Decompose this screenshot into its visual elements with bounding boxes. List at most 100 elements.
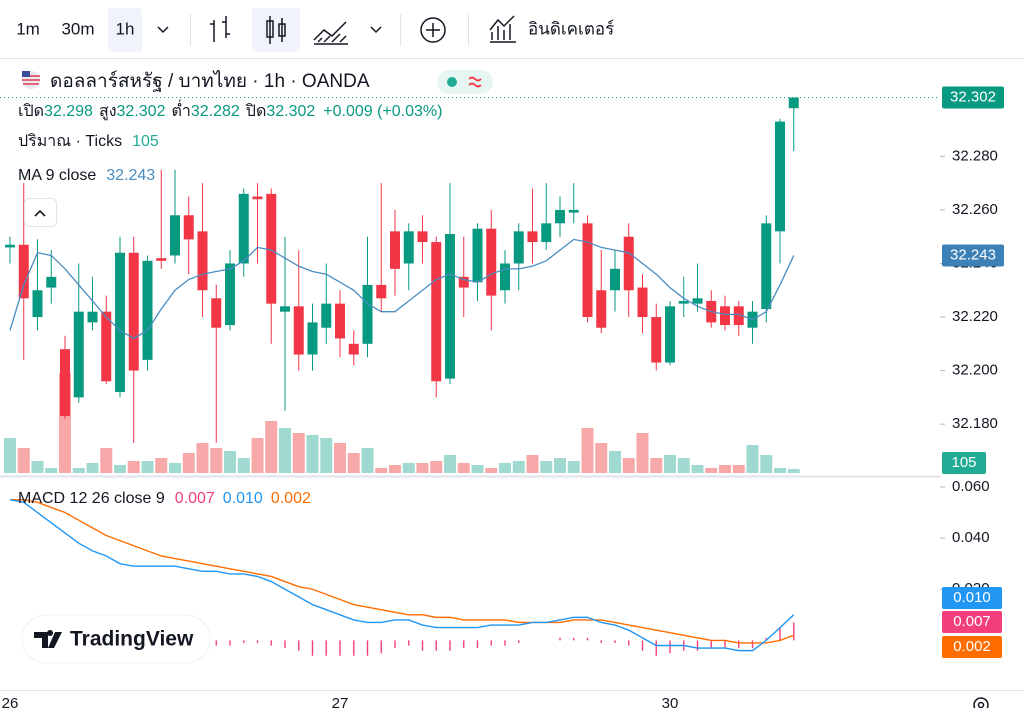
candle-body bbox=[362, 284, 373, 344]
volume-bar bbox=[141, 461, 154, 473]
watermark-bg bbox=[21, 614, 211, 664]
volume-bar bbox=[485, 468, 498, 473]
candle-body bbox=[637, 287, 648, 318]
volume-bar bbox=[224, 451, 236, 473]
volume-bar bbox=[210, 448, 223, 473]
ohlc-label: ต่ำ bbox=[171, 99, 190, 120]
volume-bar bbox=[389, 465, 401, 473]
ma-value: 32.243 bbox=[106, 167, 155, 184]
y-tick-label: 0.060 bbox=[952, 478, 990, 495]
indicators-icon[interactable] bbox=[489, 15, 516, 43]
candle-body bbox=[623, 236, 634, 291]
volume-bar bbox=[457, 463, 470, 473]
volume-bar bbox=[760, 455, 773, 473]
candle-body bbox=[596, 290, 607, 328]
signal-tag-bg bbox=[942, 636, 1002, 658]
volume-bar bbox=[279, 428, 291, 473]
y-tick-label: 0.040 bbox=[952, 529, 990, 546]
interval-button[interactable]: 30m bbox=[61, 19, 94, 38]
candle-body bbox=[101, 311, 112, 382]
interval-dropdown[interactable] bbox=[157, 26, 169, 34]
style-dropdown[interactable] bbox=[370, 26, 382, 34]
candle-body bbox=[128, 252, 139, 371]
candle-body bbox=[788, 97, 799, 109]
volume-bar bbox=[251, 438, 264, 473]
candle-body bbox=[761, 223, 772, 309]
candle-body bbox=[87, 311, 98, 323]
ohlc-label: เปิด bbox=[18, 103, 44, 120]
volume-bar bbox=[182, 453, 195, 473]
candle-body bbox=[678, 300, 689, 304]
signal-tag: 0.002 bbox=[953, 638, 991, 655]
candle-body bbox=[527, 231, 538, 243]
watermark-logo bbox=[34, 630, 62, 648]
volume-tag-bg bbox=[942, 452, 986, 474]
candle-body bbox=[197, 231, 208, 291]
volume-label: ปริมาณ · Ticks bbox=[18, 133, 122, 150]
candle-body bbox=[5, 244, 15, 248]
candle-body bbox=[486, 228, 497, 296]
candle-body bbox=[582, 223, 593, 318]
collapse-button[interactable] bbox=[24, 198, 57, 227]
interval-button[interactable]: 1m bbox=[16, 19, 40, 38]
volume-bar bbox=[375, 468, 388, 473]
macd-signal-value: 0.002 bbox=[271, 490, 311, 507]
indicators-button[interactable]: อินดิเคเตอร์ bbox=[528, 19, 614, 38]
ohlc-label: สูง bbox=[99, 103, 117, 121]
volume-bar bbox=[609, 451, 621, 473]
price-axis: 32.18032.20032.22032.24032.26032.2800.02… bbox=[2, 86, 1004, 708]
candle-body bbox=[307, 322, 318, 355]
candle-body bbox=[348, 343, 359, 355]
y-tick-label: 32.180 bbox=[952, 415, 998, 432]
volume-bar bbox=[636, 433, 649, 473]
volume-bar bbox=[774, 468, 786, 473]
volume-bar bbox=[306, 435, 319, 473]
macd-legend: MACD 12 26 close 9 0.007 0.010 0.002 bbox=[18, 490, 311, 507]
volume-bar bbox=[787, 468, 800, 473]
ohlc-legend: เปิด32.298 สูง32.302 ต่ำ32.282 ปิด32.302 +0.… bbox=[18, 99, 442, 121]
macd-value: 0.010 bbox=[223, 490, 263, 507]
status-badge bbox=[437, 70, 493, 94]
ma-legend: MA 9 close 32.243 bbox=[18, 167, 155, 184]
candle-body bbox=[376, 284, 387, 299]
y-tick-label: 32.200 bbox=[952, 362, 998, 379]
candle-style-bg bbox=[252, 8, 300, 52]
compare-button[interactable] bbox=[420, 17, 446, 43]
bar-style-icon[interactable] bbox=[210, 16, 230, 42]
ma-price-tag-bg bbox=[942, 244, 1004, 267]
volume-bar bbox=[334, 443, 346, 473]
candle-body bbox=[431, 242, 442, 382]
volume-bar bbox=[416, 463, 429, 473]
macd-hist-value: 0.007 bbox=[175, 490, 215, 507]
candle-body bbox=[170, 215, 180, 256]
candle-body bbox=[403, 231, 414, 264]
candle-body bbox=[73, 311, 84, 398]
volume-value: 105 bbox=[132, 133, 159, 150]
legend: ดอลลาร์สหรัฐ / บาทไทย · 1h · OANDA เปิด3… bbox=[18, 70, 493, 507]
delayed-icon bbox=[468, 76, 482, 88]
macd-tag: 0.010 bbox=[953, 589, 991, 606]
interval-button[interactable]: 1h bbox=[116, 19, 135, 38]
volume-bar bbox=[554, 458, 566, 473]
ohlc-change: +0.009 (+0.03%) bbox=[323, 103, 442, 120]
volume-bar bbox=[746, 445, 759, 473]
candle-body bbox=[775, 121, 785, 232]
volume-bar bbox=[677, 458, 690, 473]
candle-style-icon[interactable] bbox=[266, 16, 286, 44]
candle-body bbox=[335, 303, 345, 339]
volume-bar bbox=[31, 461, 44, 473]
volume-bar bbox=[430, 461, 443, 473]
watermark: TradingView bbox=[21, 614, 211, 664]
y-tick-label: 32.280 bbox=[952, 147, 998, 164]
volume-bar bbox=[719, 465, 731, 473]
volume-bar bbox=[650, 458, 663, 473]
candle-body bbox=[665, 306, 675, 363]
volume-bar bbox=[622, 458, 635, 473]
candle-body bbox=[568, 209, 579, 213]
volume-bar bbox=[540, 461, 553, 473]
volume-legend: ปริมาณ · Ticks 105 bbox=[18, 133, 159, 150]
volume-bar bbox=[705, 468, 718, 473]
area-style-icon[interactable] bbox=[313, 21, 348, 45]
